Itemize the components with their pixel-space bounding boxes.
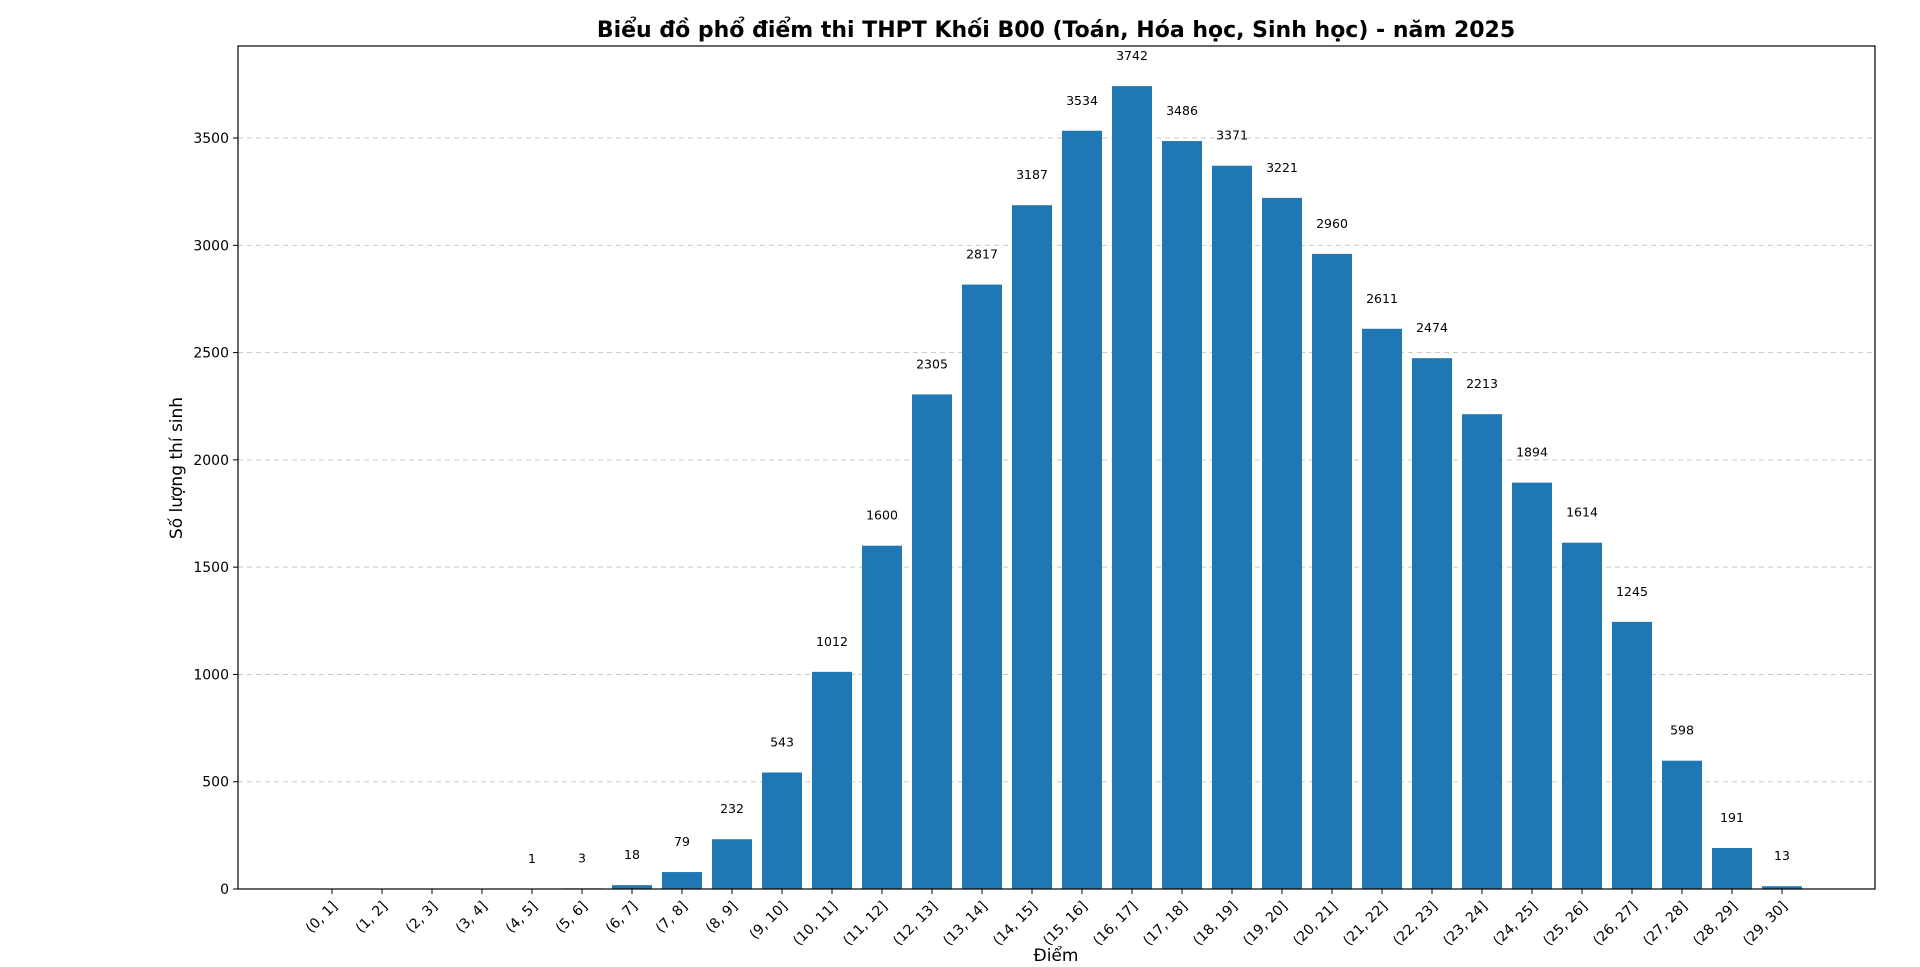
x-tick-label: (25, 26] [1540,899,1591,950]
x-tick-label: (1, 2] [353,899,391,937]
y-tick-label: 3000 [193,238,229,254]
y-tick-label: 500 [202,775,229,791]
data-label: 1600 [866,508,898,523]
bar [1562,542,1602,889]
data-label: 2817 [966,247,998,262]
bar [1112,86,1152,889]
data-label: 543 [770,734,794,749]
data-label: 13 [1774,848,1790,863]
x-tick-label: (21, 22] [1340,899,1391,950]
x-tick-label: (19, 20] [1240,899,1291,950]
x-tick-label: (5, 6] [553,899,591,937]
bar [612,885,652,889]
bar [912,394,952,889]
y-tick-label: 0 [220,882,229,898]
x-tick-label: (8, 9] [703,899,741,937]
bar [1362,328,1402,890]
x-tick-label: (3, 4] [453,899,491,937]
bar [862,545,902,889]
bar [1412,358,1452,889]
bar [962,284,1002,889]
x-tick-label: (4, 5] [503,899,541,937]
y-tick-label: 2500 [193,346,229,362]
x-tick-label: (16, 17] [1090,899,1141,950]
bar [1512,482,1552,889]
data-label: 2474 [1416,320,1448,335]
data-label: 1614 [1566,505,1598,520]
x-tick-label: (22, 23] [1390,899,1441,950]
y-axis: 0 500 1000 1500 2000 2500 3000 3500 [193,131,238,898]
bar [712,839,752,889]
x-tick-label: (24, 25] [1490,899,1541,950]
x-tick-label: (14, 15] [990,899,1041,950]
data-label: 3534 [1066,93,1098,108]
x-tick-label: (2, 3] [403,899,441,937]
data-label: 3486 [1166,103,1198,118]
data-label: 3187 [1016,167,1048,182]
x-tick-label: (23, 24] [1440,899,1491,950]
x-tick-label: (29, 30] [1740,899,1791,950]
bar [1212,165,1252,890]
data-label: 18 [624,847,640,862]
x-tick-label: (26, 27] [1590,899,1641,950]
bars [512,86,1802,890]
bar [1312,253,1352,889]
bar [1012,205,1052,890]
data-label: 2960 [1316,216,1348,231]
x-tick-label: (0, 1] [303,899,341,937]
y-tick-label: 3500 [193,131,229,147]
data-label: 1894 [1516,445,1548,460]
data-label: 598 [1670,723,1694,738]
bar [1262,197,1302,889]
data-label: 191 [1720,810,1744,825]
bar [762,772,802,889]
data-label: 2213 [1466,376,1498,391]
data-label: 1 [528,851,536,866]
chart-title: Biểu đồ phổ điểm thi THPT Khối B00 (Toán… [597,17,1515,43]
data-label: 3 [578,850,586,865]
bar [1162,141,1202,889]
bar [662,872,702,889]
data-label: 232 [720,801,744,816]
bar [1062,130,1102,889]
x-tick-label: (28, 29] [1690,899,1741,950]
bar [1762,886,1802,889]
y-tick-label: 2000 [193,453,229,469]
x-tick-label: (10, 11] [790,899,841,950]
data-label: 79 [674,834,690,849]
x-tick-label: (13, 14] [940,899,991,950]
gridlines [238,137,1875,783]
x-tick-label: (27, 28] [1640,899,1691,950]
data-label: 3221 [1266,160,1298,175]
x-tick-label: (7, 8] [653,899,691,937]
x-tick-label: (6, 7] [603,899,641,937]
data-label: 1012 [816,634,848,649]
x-axis-label: Điểm [1034,945,1079,966]
x-axis: (0, 1] (1, 2] (2, 3] (3, 4] (4, 5] (5, 6] (6, … [303,889,1791,949]
bar [1462,414,1502,889]
x-tick-label: (17, 18] [1140,899,1191,950]
data-label: 3371 [1216,128,1248,143]
data-label: 3742 [1116,48,1148,63]
bar [1662,760,1702,889]
x-tick-label: (11, 12] [840,899,891,950]
data-label: 2305 [916,356,948,371]
plot-frame [237,45,1876,890]
y-tick-label: 1000 [193,667,229,683]
x-tick-label: (20, 21] [1290,899,1341,950]
x-tick-label: (15, 16] [1040,899,1091,950]
y-axis-label: Số lượng thí sinh [166,397,187,539]
x-tick-label: (12, 13] [890,899,941,950]
bar [812,671,852,889]
x-tick-label: (18, 19] [1190,899,1241,950]
data-label: 2611 [1366,291,1398,306]
bar [1712,848,1752,889]
data-labels: 1 3 18792325431012160023052817318735343742… [528,48,1790,866]
bar [1612,621,1652,889]
y-tick-label: 1500 [193,560,229,576]
x-tick-label: (9, 10] [747,899,791,943]
data-label: 1245 [1616,584,1648,599]
